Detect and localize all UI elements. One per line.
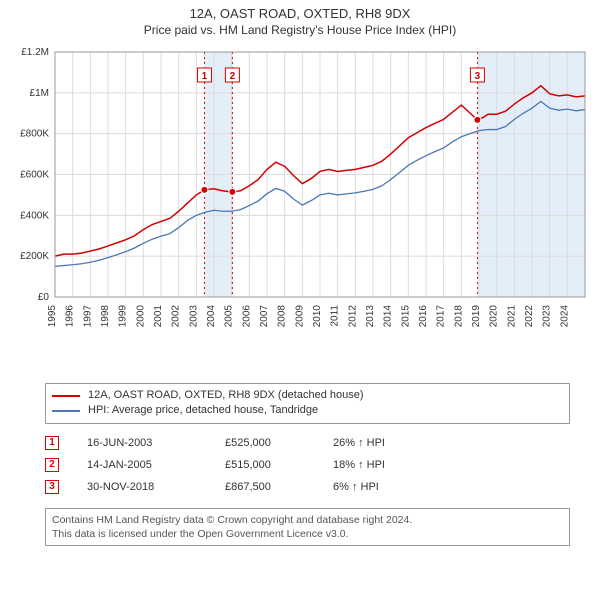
- svg-text:2013: 2013: [365, 305, 376, 328]
- svg-text:£0: £0: [38, 292, 50, 303]
- sale-marker-icon: 1: [45, 436, 59, 450]
- sale-date: 14-JAN-2005: [87, 459, 197, 471]
- svg-text:2011: 2011: [330, 305, 341, 327]
- svg-text:1996: 1996: [65, 305, 76, 328]
- sale-marker-icon: 3: [45, 480, 59, 494]
- svg-text:2018: 2018: [453, 305, 464, 328]
- svg-text:2009: 2009: [294, 305, 305, 328]
- sale-price: £525,000: [225, 437, 305, 449]
- chart-area: £0 £200K £400K £600K £800K £1M £1.2M 1995 1996 19…: [0, 37, 600, 377]
- svg-text:2002: 2002: [171, 305, 182, 328]
- svg-text:2019: 2019: [471, 305, 482, 328]
- sale-diff: 26% ↑ HPI: [333, 437, 423, 449]
- sale-price: £867,500: [225, 481, 305, 493]
- sales-row: 3 30-NOV-2018 £867,500 6% ↑ HPI: [45, 476, 570, 498]
- sale-diff: 6% ↑ HPI: [333, 481, 423, 493]
- svg-text:1997: 1997: [82, 305, 93, 328]
- sale-marker-icon: 2: [45, 458, 59, 472]
- svg-text:£1M: £1M: [30, 88, 49, 99]
- svg-text:£400K: £400K: [20, 210, 49, 221]
- svg-text:2001: 2001: [153, 305, 164, 328]
- svg-text:1: 1: [202, 71, 208, 82]
- svg-text:2020: 2020: [489, 305, 500, 328]
- legend-label-2: HPI: Average price, detached house, Tand…: [88, 403, 318, 418]
- sales-row: 1 16-JUN-2003 £525,000 26% ↑ HPI: [45, 432, 570, 454]
- sale-date: 30-NOV-2018: [87, 481, 197, 493]
- svg-text:2007: 2007: [259, 305, 270, 328]
- svg-text:2022: 2022: [524, 305, 535, 328]
- legend-label-1: 12A, OAST ROAD, OXTED, RH8 9DX (detached…: [88, 388, 364, 403]
- svg-text:2008: 2008: [277, 305, 288, 328]
- svg-text:2017: 2017: [436, 305, 447, 328]
- legend: 12A, OAST ROAD, OXTED, RH8 9DX (detached…: [45, 383, 570, 424]
- svg-text:2006: 2006: [241, 305, 252, 328]
- sales-table: 1 16-JUN-2003 £525,000 26% ↑ HPI 2 14-JAN-200…: [45, 432, 570, 498]
- svg-text:1995: 1995: [47, 305, 58, 328]
- svg-text:2024: 2024: [559, 305, 570, 328]
- svg-text:2004: 2004: [206, 305, 217, 328]
- svg-text:2012: 2012: [347, 305, 358, 328]
- svg-text:2010: 2010: [312, 305, 323, 328]
- svg-text:2015: 2015: [400, 305, 411, 328]
- footer-line-2: This data is licensed under the Open Gov…: [52, 527, 563, 541]
- svg-text:2003: 2003: [188, 305, 199, 328]
- sale-diff: 18% ↑ HPI: [333, 459, 423, 471]
- svg-text:£1.2M: £1.2M: [21, 47, 49, 58]
- svg-text:2000: 2000: [135, 305, 146, 328]
- chart-title: 12A, OAST ROAD, OXTED, RH8 9DX: [0, 6, 600, 21]
- svg-text:1999: 1999: [118, 305, 129, 328]
- footer-line-1: Contains HM Land Registry data © Crown c…: [52, 513, 563, 527]
- svg-text:2016: 2016: [418, 305, 429, 328]
- legend-swatch-1: [52, 395, 80, 397]
- sale-price: £515,000: [225, 459, 305, 471]
- svg-text:1998: 1998: [100, 305, 111, 328]
- svg-text:£600K: £600K: [20, 170, 49, 181]
- svg-text:2023: 2023: [542, 305, 553, 328]
- sales-row: 2 14-JAN-2005 £515,000 18% ↑ HPI: [45, 454, 570, 476]
- svg-text:2021: 2021: [506, 305, 517, 328]
- svg-text:£800K: £800K: [20, 129, 49, 140]
- footer-attribution: Contains HM Land Registry data © Crown c…: [45, 508, 570, 546]
- chart-subtitle: Price paid vs. HM Land Registry's House …: [0, 23, 600, 37]
- sale-date: 16-JUN-2003: [87, 437, 197, 449]
- svg-text:2014: 2014: [383, 305, 394, 328]
- svg-text:2: 2: [230, 71, 236, 82]
- svg-text:3: 3: [475, 71, 481, 82]
- svg-text:2005: 2005: [224, 305, 235, 328]
- svg-text:£200K: £200K: [20, 251, 49, 262]
- legend-swatch-2: [52, 410, 80, 412]
